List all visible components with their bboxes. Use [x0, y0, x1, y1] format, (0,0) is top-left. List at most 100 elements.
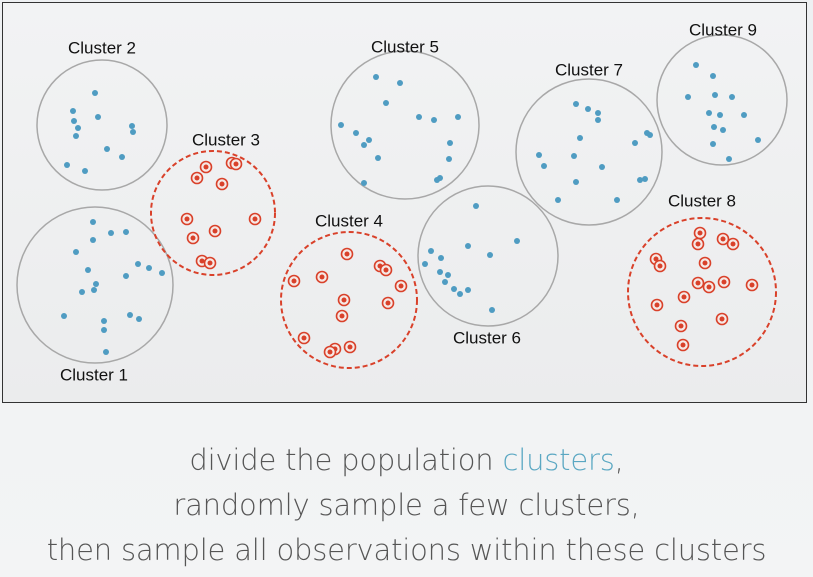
- observation-dot: [487, 252, 493, 258]
- cluster-7-label: Cluster 7: [555, 60, 623, 79]
- sampled-observation-dot: [695, 280, 701, 286]
- sampled-observation-dot: [291, 278, 297, 284]
- observation-dot: [455, 114, 461, 120]
- observation-dot: [571, 153, 577, 159]
- sampled-observation-dot: [199, 258, 205, 264]
- observation-dot: [457, 291, 463, 297]
- observation-dot: [536, 152, 542, 158]
- observation-dot: [717, 112, 723, 118]
- observation-dot: [373, 74, 379, 80]
- caption-highlight: clusters: [502, 443, 615, 477]
- observation-dot: [73, 249, 79, 255]
- sampled-observation-dot: [219, 181, 225, 187]
- cluster-9-boundary: [656, 34, 788, 166]
- sampled-observation-dot: [327, 349, 333, 355]
- observation-dot: [119, 154, 125, 160]
- observation-dot: [585, 106, 591, 112]
- observation-dot: [82, 168, 88, 174]
- observation-dot: [71, 118, 77, 124]
- observation-dot: [712, 92, 718, 98]
- cluster-2-boundary: [36, 59, 168, 191]
- sampled-observation-dot: [347, 344, 353, 350]
- cluster-1-label: Cluster 1: [60, 365, 128, 384]
- sampled-observation-dot: [730, 241, 736, 247]
- observation-dot: [693, 62, 699, 68]
- observation-dot: [104, 146, 110, 152]
- observation-dot: [123, 273, 129, 279]
- sampled-observation-dot: [721, 279, 727, 285]
- sampled-observation-dot: [203, 164, 209, 170]
- observation-dot: [101, 318, 107, 324]
- observation-dot: [514, 238, 520, 244]
- observation-dot: [489, 307, 495, 313]
- sampled-observation-dot: [719, 316, 725, 322]
- cluster-1: Cluster 1: [16, 206, 174, 384]
- cluster-8-boundary: [627, 217, 777, 367]
- sampled-observation-dot: [680, 342, 686, 348]
- sampled-observation-dot: [319, 274, 325, 280]
- cluster-2-label: Cluster 2: [68, 38, 136, 57]
- observation-dot: [353, 130, 359, 136]
- observation-dot: [93, 281, 99, 287]
- observation-dot: [729, 94, 735, 100]
- observation-dot: [599, 164, 605, 170]
- observation-dot: [428, 248, 434, 254]
- diagram-canvas: Cluster 1 Cluster 2 Cluster 3 Cluster 4 Clus…: [16, 20, 788, 384]
- caption-line-3: then sample all observations within thes…: [46, 533, 767, 567]
- observation-dot: [103, 349, 109, 355]
- sampled-observation-dot: [678, 323, 684, 329]
- cluster-5: Cluster 5: [330, 37, 480, 200]
- observation-dot: [90, 219, 96, 225]
- sampled-observation-dot: [697, 230, 703, 236]
- observation-dot: [108, 230, 114, 236]
- sampled-observation-dot: [339, 313, 345, 319]
- observation-dot: [706, 110, 712, 116]
- observation-dot: [437, 175, 443, 181]
- cluster-3-sampled: Cluster 3: [150, 130, 276, 276]
- observation-dot: [338, 122, 344, 128]
- observation-dot: [375, 155, 381, 161]
- observation-dot: [361, 180, 367, 186]
- cluster-5-boundary: [330, 50, 480, 200]
- sampled-observation-dot: [184, 216, 190, 222]
- observation-dot: [90, 237, 96, 243]
- observation-dot: [445, 272, 451, 278]
- observation-dot: [726, 156, 732, 162]
- sampled-observation-dot: [398, 283, 404, 289]
- observation-dot: [595, 110, 601, 116]
- cluster-sampling-diagram: Cluster 1 Cluster 2 Cluster 3 Cluster 4 Clus…: [2, 2, 807, 403]
- sampled-observation-dot: [190, 235, 196, 241]
- cluster-4-label: Cluster 4: [315, 211, 383, 230]
- observation-dot: [447, 140, 453, 146]
- observation-dot: [555, 197, 561, 203]
- sampled-observation-dot: [383, 267, 389, 273]
- observation-dot: [573, 179, 579, 185]
- observation-dot: [632, 140, 638, 146]
- observation-dot: [383, 100, 389, 106]
- cluster-4-sampled: Cluster 4: [280, 211, 418, 369]
- caption-line-2: randomly sample a few clusters,: [173, 488, 640, 522]
- observation-dot: [710, 73, 716, 79]
- sampled-observation-dot: [720, 236, 726, 242]
- cluster-7: Cluster 7: [515, 60, 663, 226]
- observation-dot: [647, 132, 653, 138]
- observation-dot: [442, 279, 448, 285]
- caption: divide the population clusters, randomly…: [0, 438, 813, 573]
- cluster-9-label: Cluster 9: [689, 20, 757, 39]
- observation-dot: [438, 255, 444, 261]
- observation-dot: [361, 142, 367, 148]
- sampled-observation-dot: [233, 161, 239, 167]
- observation-dot: [451, 286, 457, 292]
- observation-dot: [79, 289, 85, 295]
- observation-dot: [465, 243, 471, 249]
- observation-dot: [123, 229, 129, 235]
- cluster-6-boundary: [417, 185, 559, 327]
- sampled-observation-dot: [212, 228, 218, 234]
- cluster-6-label: Cluster 6: [453, 328, 521, 347]
- observation-dot: [101, 327, 107, 333]
- observation-dot: [755, 137, 761, 143]
- sampled-observation-dot: [749, 282, 755, 288]
- cluster-8-label: Cluster 8: [668, 191, 736, 210]
- observation-dot: [446, 156, 452, 162]
- sampled-observation-dot: [385, 300, 391, 306]
